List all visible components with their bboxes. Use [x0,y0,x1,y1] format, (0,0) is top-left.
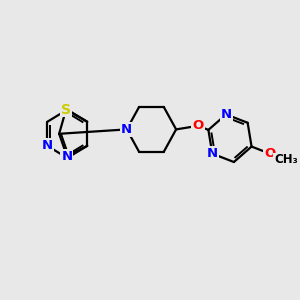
Text: O: O [192,119,204,132]
Text: N: N [42,140,53,152]
Text: N: N [220,108,232,121]
Text: S: S [61,103,71,116]
Text: N: N [61,149,72,163]
Text: O: O [264,147,276,160]
Text: N: N [207,147,218,160]
Text: CH₃: CH₃ [274,153,298,166]
Text: N: N [121,123,132,136]
